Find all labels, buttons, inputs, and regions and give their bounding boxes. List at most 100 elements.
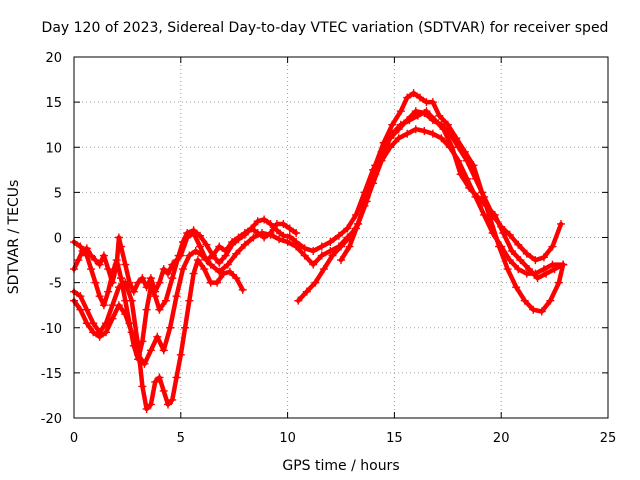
data-point (200, 265, 209, 274)
series-trace (71, 108, 564, 362)
data-point (499, 228, 508, 237)
data-point (443, 120, 452, 129)
data-point (531, 256, 540, 265)
data-point (328, 251, 337, 260)
data-point (405, 116, 414, 125)
data-point (409, 89, 418, 98)
data-point (89, 319, 98, 328)
data-point (522, 269, 531, 278)
data-point (95, 260, 104, 269)
data-point (460, 147, 469, 156)
data-point (168, 274, 177, 283)
x-tick-label: 25 (600, 431, 617, 446)
data-point (253, 217, 262, 226)
data-point (172, 256, 181, 265)
y-tick-label: 20 (45, 51, 62, 66)
data-point (514, 240, 523, 249)
data-point (396, 107, 405, 116)
data-point (168, 395, 177, 404)
data-point (240, 240, 249, 249)
data-point (121, 310, 130, 319)
data-point (343, 224, 352, 233)
data-point (456, 170, 465, 179)
data-point (206, 260, 215, 269)
data-point (503, 265, 512, 274)
data-point (266, 228, 275, 237)
data-point (309, 247, 318, 256)
y-tick-label: 0 (54, 232, 62, 247)
data-point (490, 210, 499, 219)
data-point (546, 296, 555, 305)
y-tick-label: -10 (41, 322, 62, 337)
data-point (76, 242, 85, 251)
data-point (215, 258, 224, 267)
data-point (279, 219, 288, 228)
data-point (155, 373, 164, 382)
data-point (334, 231, 343, 240)
data-point (116, 242, 125, 251)
data-point (112, 260, 121, 269)
data-point (422, 107, 431, 116)
data-point (559, 260, 568, 269)
series-trace (296, 90, 566, 314)
data-point (82, 305, 91, 314)
data-point (181, 323, 190, 332)
data-point (221, 247, 230, 256)
data-point (127, 296, 136, 305)
series-day-6 (337, 107, 568, 283)
data-point (354, 219, 363, 228)
data-point (202, 240, 211, 249)
data-point (114, 233, 123, 242)
data-point (78, 247, 87, 256)
data-point (114, 283, 123, 292)
data-point (275, 235, 284, 244)
data-point (202, 256, 211, 265)
data-point (411, 125, 420, 134)
data-point (285, 232, 294, 241)
data-point (473, 192, 482, 201)
series-day-1 (70, 107, 566, 364)
data-point (548, 260, 557, 269)
data-point (311, 278, 320, 287)
data-point (388, 129, 397, 138)
data-point (134, 278, 143, 287)
data-point (159, 386, 168, 395)
data-point (176, 350, 185, 359)
data-point (161, 296, 170, 305)
data-point (121, 260, 130, 269)
plot-frame (73, 56, 609, 419)
data-series (70, 89, 568, 413)
data-point (294, 296, 303, 305)
y-tick-label: 15 (45, 96, 62, 111)
data-point (435, 111, 444, 120)
data-point (232, 274, 241, 283)
data-point (102, 319, 111, 328)
data-point (146, 400, 155, 409)
data-point (317, 251, 326, 260)
data-point (208, 251, 217, 260)
data-point (153, 332, 162, 341)
data-point (228, 238, 237, 247)
data-point (319, 265, 328, 274)
data-point (420, 127, 429, 136)
data-point (486, 215, 495, 224)
data-point (104, 265, 113, 274)
data-point (146, 274, 155, 283)
data-point (529, 305, 538, 314)
data-point (379, 147, 388, 156)
data-point (166, 323, 175, 332)
data-point (300, 244, 309, 253)
data-point (317, 242, 326, 251)
series-trace (71, 257, 245, 412)
data-point (371, 170, 380, 179)
data-point (516, 256, 525, 265)
axis-ticks: 0 5 10 15 20 25 -20 -15 -10 -5 0 5 10 15 20 (41, 51, 617, 446)
data-point (260, 215, 269, 224)
data-point (225, 267, 234, 276)
data-point (469, 161, 478, 170)
data-point (172, 373, 181, 382)
data-point (403, 129, 412, 138)
data-point (99, 301, 108, 310)
data-point (193, 256, 202, 265)
data-point (285, 224, 294, 233)
